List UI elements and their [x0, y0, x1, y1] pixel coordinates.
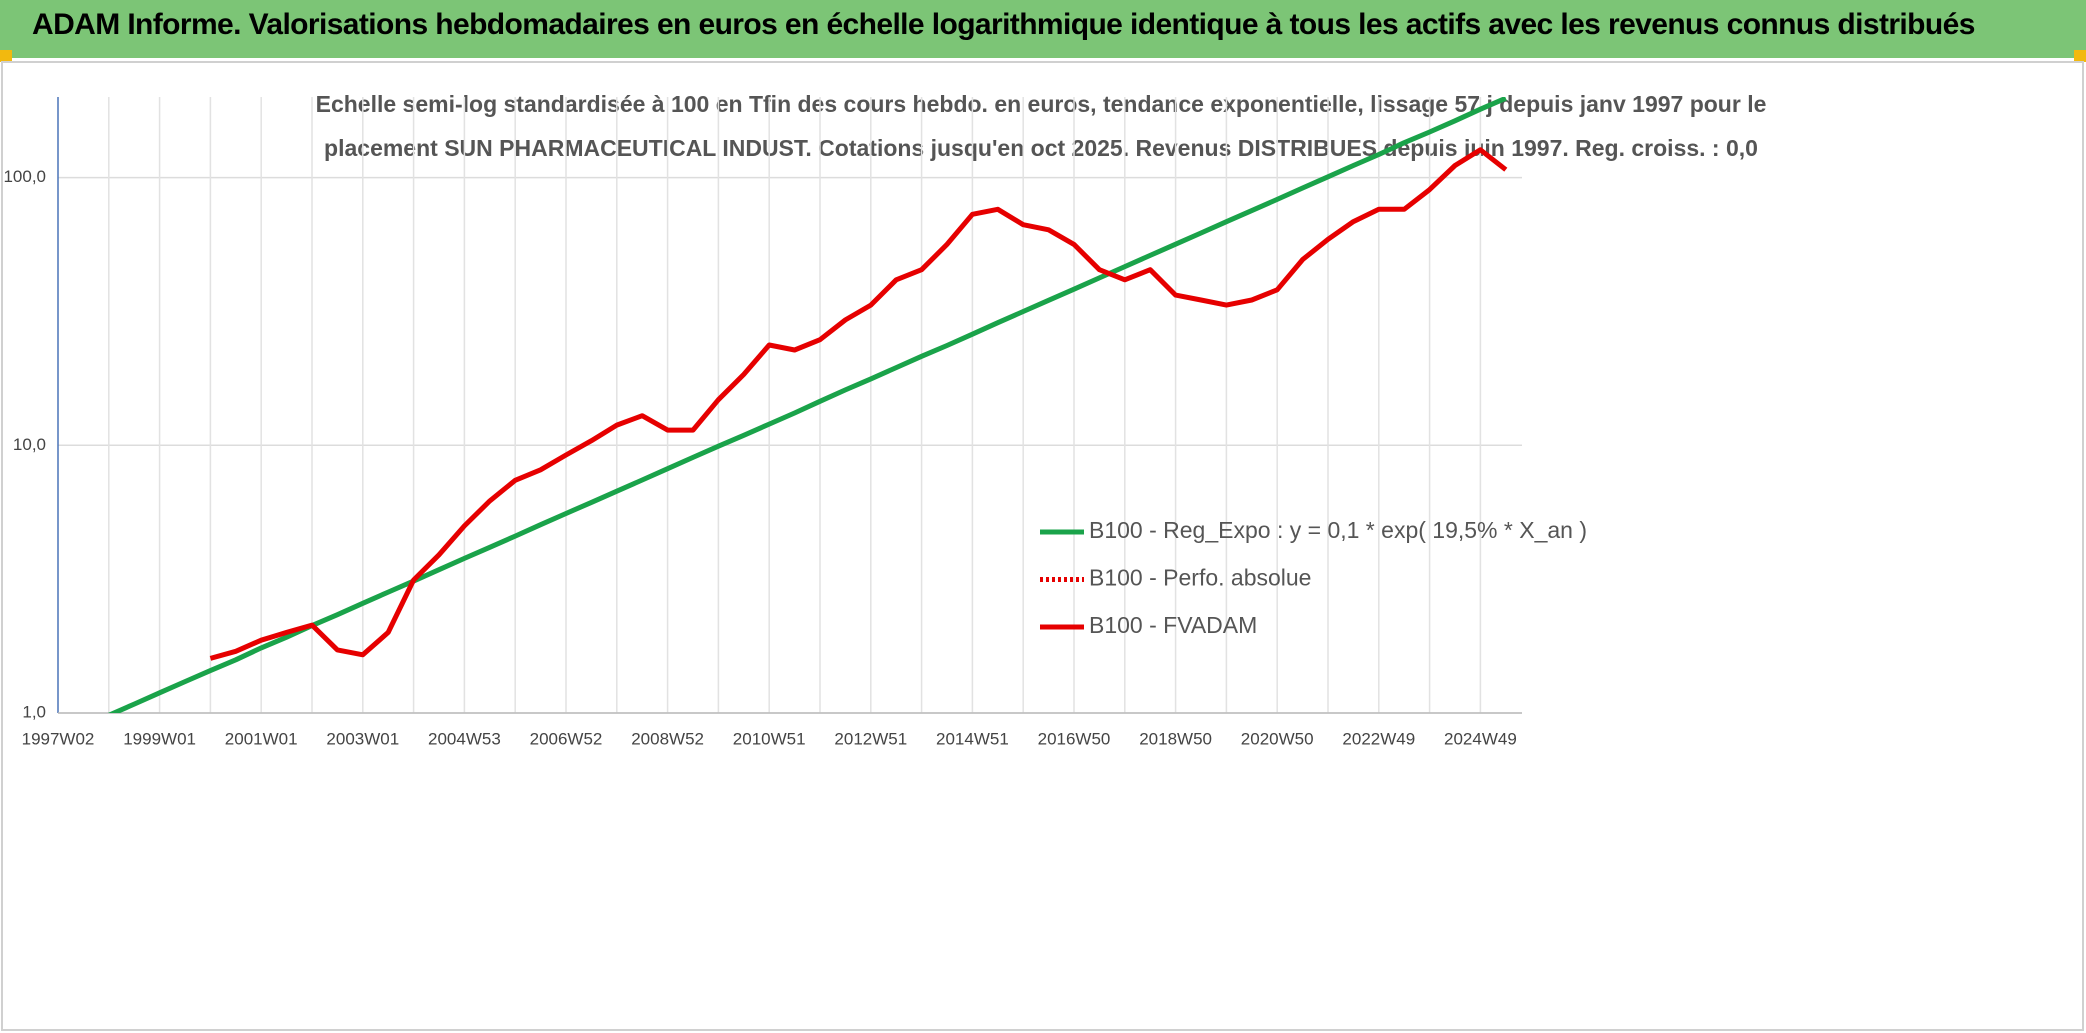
x-tick-label: 1999W01 [123, 729, 196, 748]
legend-label: B100 - Perfo. absolue [1089, 565, 1311, 591]
x-tick-label: 2016W50 [1038, 729, 1111, 748]
x-tick-label: 2003W01 [326, 729, 399, 748]
x-tick-label: 2022W49 [1342, 729, 1415, 748]
series-line [107, 97, 1507, 713]
corner [2074, 50, 2086, 62]
series-line [209, 147, 1508, 661]
header: ADAM Informe. Valorisations hebdomadaire… [0, 0, 2086, 58]
x-tick-label: 2024W49 [1444, 729, 1517, 748]
y-tick-label: 10,0 [13, 435, 46, 454]
x-tick-label: 2018W50 [1139, 729, 1212, 748]
x-tick-label: 2010W51 [733, 729, 806, 748]
x-tick-label: 2012W51 [834, 729, 907, 748]
x-tick-label: 1997W02 [22, 729, 95, 748]
header-title: ADAM Informe. Valorisations hebdomadaire… [32, 8, 1975, 41]
corner [0, 50, 12, 62]
legend-label: B100 - Reg_Expo : y = 0,1 * exp( 19,5% *… [1089, 517, 1587, 543]
x-tick-label: 2006W52 [530, 729, 603, 748]
chart-title: placement SUN PHARMACEUTICAL INDUST. Cot… [324, 135, 1758, 161]
x-tick-label: 2014W51 [936, 729, 1009, 748]
x-tick-label: 2020W50 [1241, 729, 1314, 748]
legend-label: B100 - FVADAM [1089, 612, 1257, 638]
chart-title: Echelle semi-log standardisée à 100 en T… [316, 91, 1767, 117]
plot [107, 97, 1508, 713]
x-tick-label: 2004W53 [428, 729, 501, 748]
chart-border [1, 61, 2084, 1031]
y-tick-label: 1,0 [22, 702, 46, 721]
y-tick-label: 100,0 [3, 167, 46, 186]
x-tick-label: 2001W01 [225, 729, 298, 748]
x-tick-label: 2008W52 [631, 729, 704, 748]
